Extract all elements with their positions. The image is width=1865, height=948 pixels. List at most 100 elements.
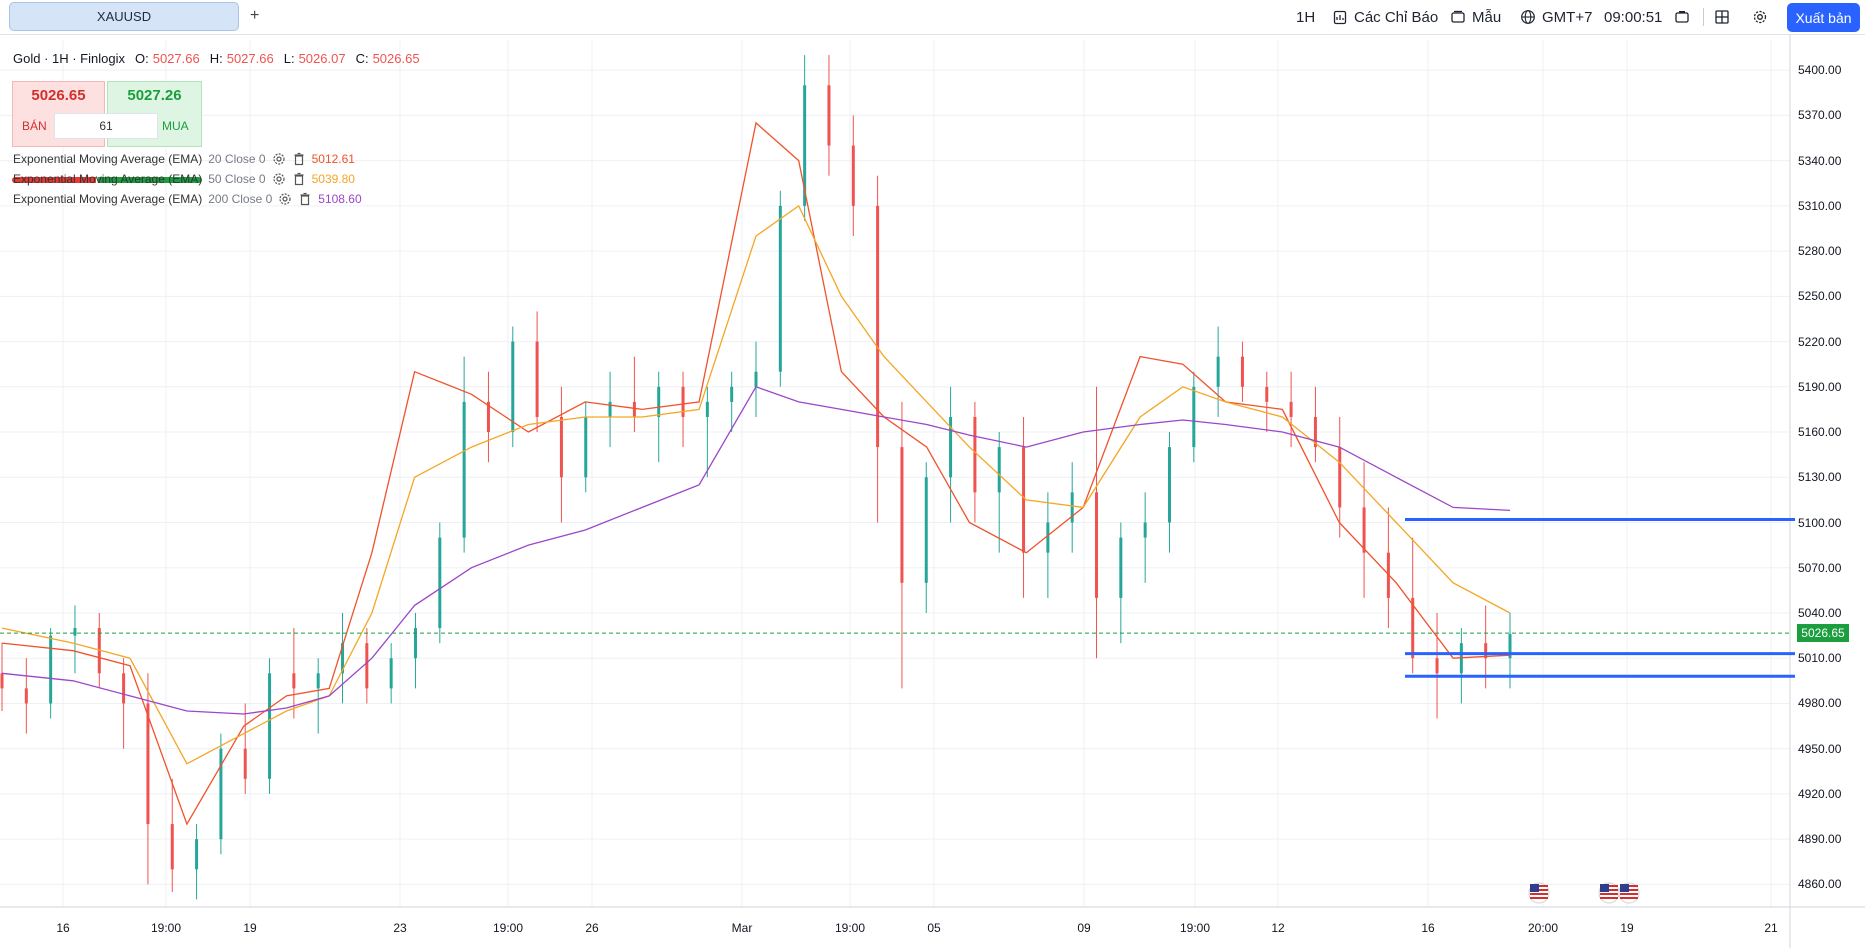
camera-icon <box>1675 11 1689 23</box>
candle-body <box>754 371 758 387</box>
candle-body <box>900 447 904 583</box>
indicator-row-ema50[interactable]: Exponential Moving Average (EMA) 50 Clos… <box>13 172 355 186</box>
candle-body <box>122 673 126 704</box>
current-price-label: 5026.65 <box>1797 624 1849 643</box>
templates-icon <box>1451 10 1465 23</box>
templates-button[interactable]: Mẫu <box>1450 7 1501 27</box>
candle-body <box>292 673 296 689</box>
time-tick-label: Mar <box>731 921 753 935</box>
trash-icon[interactable] <box>292 172 306 186</box>
time-tick-label: 05 <box>927 921 941 935</box>
screenshot-button[interactable] <box>1674 7 1690 27</box>
ema20-line[interactable] <box>1 121 1511 826</box>
price-tick-label: 4920.00 <box>1798 786 1842 801</box>
symbol-tab-label: XAUUSD <box>96 9 152 24</box>
us-flag-icon[interactable] <box>1618 882 1640 904</box>
candle-body <box>146 703 150 825</box>
gear-icon[interactable] <box>272 152 286 166</box>
trash-icon[interactable] <box>298 192 312 206</box>
symbol-tab[interactable]: XAUUSD <box>9 2 239 31</box>
candle-body <box>949 416 953 478</box>
publish-label: Xuất bản <box>1795 9 1852 26</box>
time-tick-label: 19:00 <box>1179 921 1211 935</box>
time-tick-label: 09 <box>1077 921 1091 935</box>
candle-body <box>1143 522 1147 538</box>
toolbar-divider <box>1703 8 1704 26</box>
candle-body <box>973 416 977 493</box>
candle-body <box>243 748 247 779</box>
time-tick-label: 19 <box>1620 921 1634 935</box>
indicators-button[interactable]: Các Chỉ Báo <box>1332 7 1438 27</box>
candle-body <box>195 839 199 870</box>
high-value: 5027.66 <box>226 51 274 66</box>
top-toolbar: XAUUSD + 1H Các Chỉ Báo Mẫu GMT+7 09:00:… <box>0 0 1865 35</box>
candle-body <box>1508 634 1512 659</box>
clock-label: 09:00:51 <box>1604 8 1663 26</box>
candle-body <box>1265 386 1269 402</box>
trade-widget: 5026.65 5027.26 BÁN MUA 61 <box>12 81 202 183</box>
candle-body <box>584 416 588 478</box>
settings-button[interactable] <box>1752 7 1768 27</box>
grid-layout-icon <box>1715 10 1729 24</box>
candle-body <box>705 401 709 417</box>
price-tick-label: 5220.00 <box>1798 334 1842 349</box>
price-tick-label: 4980.00 <box>1798 696 1842 711</box>
candle-body <box>803 85 807 206</box>
candle-body <box>730 386 734 402</box>
close-key: C: <box>355 51 369 66</box>
timeframe-button[interactable]: 1H <box>1296 7 1315 27</box>
candle-body <box>778 205 782 372</box>
gear-icon <box>1753 10 1767 24</box>
candle-body <box>1338 447 1342 508</box>
indicator-params: 200 Close 0 <box>208 192 273 206</box>
globe-icon <box>1521 10 1535 24</box>
ema50-line[interactable] <box>1 204 1511 765</box>
time-tick-label: 16 <box>1421 921 1435 935</box>
candle-body <box>413 628 417 659</box>
candle-body <box>608 401 612 417</box>
price-tick-label: 5280.00 <box>1798 244 1842 259</box>
publish-button[interactable]: Xuất bản <box>1787 3 1860 32</box>
candle-body <box>1119 537 1123 598</box>
templates-label: Mẫu <box>1472 8 1502 26</box>
candle-body <box>1240 356 1244 387</box>
low-value: 5026.07 <box>298 51 346 66</box>
price-tick-label: 4950.00 <box>1798 741 1842 756</box>
trash-icon[interactable] <box>292 152 306 166</box>
indicator-name: Exponential Moving Average (EMA) <box>13 172 203 186</box>
price-tick-label: 5070.00 <box>1798 560 1842 575</box>
spread-bar-sell <box>12 177 96 183</box>
candle-body <box>1046 522 1050 553</box>
low-key: L: <box>283 51 295 66</box>
spread-value: 61 <box>54 113 158 139</box>
candle-body <box>1289 401 1293 417</box>
candle-body <box>341 643 345 674</box>
us-flag-icon[interactable] <box>1528 882 1550 904</box>
timezone-label: GMT+7 <box>1542 8 1593 26</box>
candle-body <box>1411 597 1415 659</box>
candle-body <box>170 824 174 870</box>
us-flag-icon[interactable] <box>1598 882 1620 904</box>
candle-body <box>462 401 466 538</box>
ema200-line[interactable] <box>1 386 1511 715</box>
time-tick-label: 16 <box>56 921 70 935</box>
candle-body <box>681 386 685 417</box>
indicators-icon <box>1333 10 1347 25</box>
candle-body <box>851 145 855 206</box>
gear-icon[interactable] <box>272 172 286 186</box>
candle-body <box>438 537 442 629</box>
time-tick-label: 20:00 <box>1527 921 1559 935</box>
price-tick-label: 5250.00 <box>1798 289 1842 304</box>
close-value: 5026.65 <box>372 51 420 66</box>
indicator-row-ema200[interactable]: Exponential Moving Average (EMA) 200 Clo… <box>13 192 362 206</box>
candle-body <box>1216 356 1220 387</box>
price-chart[interactable] <box>0 35 1865 948</box>
layout-button[interactable] <box>1714 7 1730 27</box>
add-tab-button[interactable]: + <box>250 7 260 24</box>
chart-area[interactable]: Gold · 1H · Finlogix O: 5027.66 H: 5027.… <box>0 35 1865 948</box>
price-tick-label: 5130.00 <box>1798 470 1842 485</box>
timezone-button[interactable]: GMT+7 <box>1520 7 1592 27</box>
time-tick-label: 19:00 <box>834 921 866 935</box>
indicator-row-ema20[interactable]: Exponential Moving Average (EMA) 20 Clos… <box>13 152 355 166</box>
gear-icon[interactable] <box>278 192 292 206</box>
